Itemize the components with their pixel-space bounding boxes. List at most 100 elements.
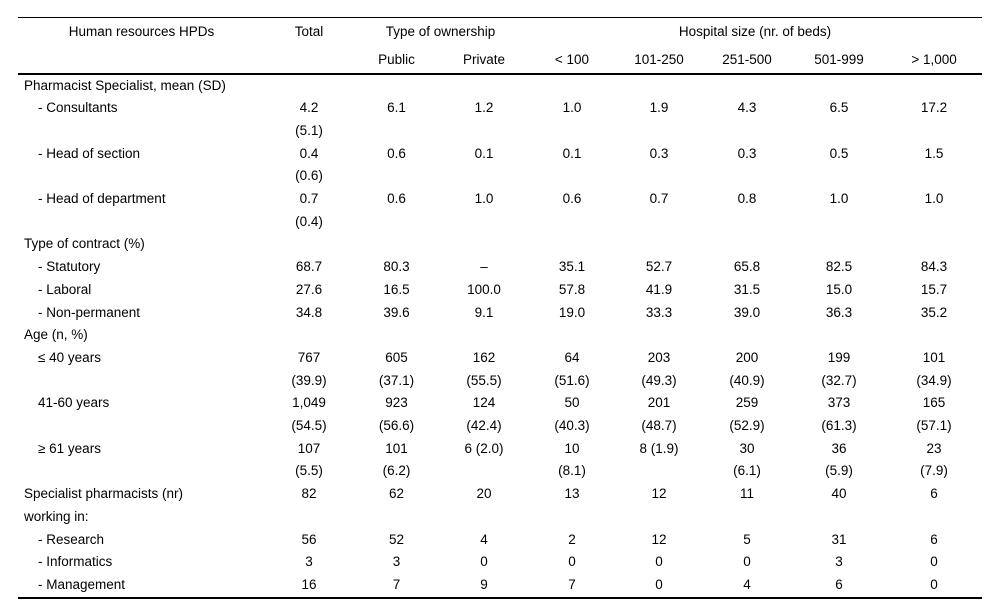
table-row: - Management 16 7 9 7 0 4 6 0 bbox=[18, 574, 982, 598]
row-label: - Management bbox=[38, 576, 126, 592]
column-group-hospital-size: Hospital size (nr. of beds) bbox=[678, 24, 832, 40]
cell-value: 36 (5.9) bbox=[825, 440, 853, 479]
cell-value: 16 bbox=[301, 576, 317, 592]
cell-value: 1.2 bbox=[474, 100, 494, 116]
cell-value: 1.0 bbox=[474, 191, 494, 207]
cell-value: 1,049 (54.5) bbox=[291, 395, 327, 434]
cell-value: – bbox=[480, 259, 488, 275]
cell-value: 124 (42.4) bbox=[466, 395, 502, 434]
cell-value bbox=[440, 74, 528, 98]
row-label: - Laboral bbox=[38, 281, 92, 297]
cell-value: 0 bbox=[655, 576, 663, 592]
cell-value: 100.0 bbox=[467, 281, 501, 297]
cell-value: 0.1 bbox=[474, 145, 494, 161]
cell-value: 605 (37.1) bbox=[378, 349, 415, 388]
cell-value: 31.5 bbox=[733, 281, 761, 297]
cell-value: 84.3 bbox=[920, 259, 948, 275]
cell-value: 7 bbox=[392, 576, 401, 592]
table-row: Specialist pharmacists (nr) working in: 8… bbox=[18, 483, 982, 528]
cell-value: 68.7 bbox=[295, 259, 323, 275]
cell-value: 6 bbox=[930, 531, 938, 547]
cell-value: 17.2 bbox=[920, 100, 948, 116]
cell-value: 0.4 (0.6) bbox=[295, 145, 323, 184]
column-group-ownership: Type of ownership bbox=[385, 24, 496, 40]
cell-value: 39.0 bbox=[733, 304, 761, 320]
column-header-501-999: 501-999 bbox=[814, 51, 864, 67]
cell-value: 6 bbox=[835, 576, 843, 592]
cell-value: 10 (8.1) bbox=[558, 440, 586, 479]
cell-value: 0.8 bbox=[737, 191, 757, 207]
cell-value: 4.2 (5.1) bbox=[295, 100, 323, 138]
cell-value bbox=[440, 324, 528, 347]
cell-value: 52.7 bbox=[645, 259, 673, 275]
table-row: Age (n, %) bbox=[18, 324, 982, 347]
cell-value: 199 (32.7) bbox=[821, 349, 857, 388]
cell-value: 201 (48.7) bbox=[641, 395, 677, 434]
cell-value: 0 bbox=[480, 554, 488, 570]
header-sub-row: Public Private < 100 101-250 251-500 501… bbox=[18, 46, 982, 74]
row-label: - Statutory bbox=[38, 259, 101, 275]
cell-value bbox=[616, 324, 702, 347]
column-header-label: Human resources HPDs bbox=[68, 24, 215, 40]
cell-value: 82 bbox=[301, 486, 317, 502]
column-header-private: Private bbox=[462, 51, 506, 67]
cell-value: 0.3 bbox=[649, 145, 669, 161]
cell-value bbox=[265, 74, 353, 98]
cell-value: 1.0 bbox=[829, 191, 849, 207]
row-label: ≤ 40 years bbox=[38, 349, 101, 365]
cell-value bbox=[702, 324, 792, 347]
table-row: 41-60 years 1,049 (54.5) 923 (56.6) 124 (42… bbox=[18, 392, 982, 437]
cell-value: 373 (61.3) bbox=[821, 395, 857, 434]
column-header-total: Total bbox=[294, 24, 324, 40]
cell-value: 31 bbox=[831, 531, 847, 547]
cell-value: 30 (6.1) bbox=[733, 440, 761, 479]
cell-value: 259 (52.9) bbox=[729, 395, 765, 434]
row-label: - Research bbox=[38, 531, 105, 547]
cell-value: 165 (57.1) bbox=[916, 395, 952, 434]
cell-value: 0 bbox=[568, 554, 576, 570]
table-row: - Head of department 0.7 (0.4) 0.6 1.0 0.6 0.… bbox=[18, 188, 982, 233]
row-section-label: Age (n, %) bbox=[24, 327, 88, 343]
cell-value: 6.5 bbox=[829, 100, 849, 116]
cell-value bbox=[886, 324, 982, 347]
cell-value: 3 bbox=[305, 554, 313, 570]
cell-value: 923 (56.6) bbox=[378, 395, 415, 434]
cell-value: 0.3 bbox=[737, 145, 757, 161]
cell-value: 56 bbox=[301, 531, 317, 547]
cell-value: 35.2 bbox=[920, 304, 948, 320]
cell-value: 1.0 bbox=[562, 100, 582, 116]
cell-value: 4 bbox=[743, 576, 751, 592]
cell-value: 6.1 bbox=[387, 100, 406, 116]
header-group-row: Human resources HPDs Total Type of owner… bbox=[18, 18, 982, 46]
cell-value bbox=[528, 324, 616, 347]
table-body: Pharmacist Specialist, mean (SD) - Consul… bbox=[18, 74, 982, 598]
cell-value: 2 bbox=[568, 531, 576, 547]
hr-hpds-table-container: Human resources HPDs Total Type of owner… bbox=[18, 17, 984, 599]
row-label: - Informatics bbox=[38, 554, 113, 570]
cell-value: 27.6 bbox=[295, 281, 323, 297]
cell-value: 4.3 bbox=[737, 100, 757, 116]
cell-value: 36.3 bbox=[825, 304, 853, 320]
cell-value bbox=[616, 233, 702, 256]
cell-value: 0 bbox=[655, 554, 663, 570]
cell-value: 767 (39.9) bbox=[291, 349, 327, 388]
column-header-101-250: 101-250 bbox=[634, 51, 684, 67]
cell-value: 12 bbox=[651, 486, 667, 502]
cell-value: 50 (40.3) bbox=[554, 395, 590, 434]
cell-value: 57.8 bbox=[558, 281, 586, 297]
cell-value: 0.5 bbox=[829, 145, 849, 161]
cell-value: 8 (1.9) bbox=[639, 440, 679, 456]
cell-value: 0 bbox=[930, 576, 938, 592]
cell-value: 0 bbox=[743, 554, 751, 570]
cell-value bbox=[265, 233, 353, 256]
table-row: - Head of section 0.4 (0.6) 0.6 0.1 0.1 0.3 0.… bbox=[18, 143, 982, 188]
cell-value: 9 bbox=[480, 576, 488, 592]
cell-value: 1.5 bbox=[924, 145, 944, 161]
cell-value bbox=[702, 74, 792, 98]
cell-value: 35.1 bbox=[558, 259, 586, 275]
table-row: Pharmacist Specialist, mean (SD) bbox=[18, 74, 982, 98]
cell-value bbox=[528, 233, 616, 256]
table-row: - Informatics 3 3 0 0 0 0 3 0 bbox=[18, 551, 982, 574]
cell-value: 20 bbox=[476, 486, 492, 502]
row-section-label: Type of contract (%) bbox=[24, 236, 145, 252]
